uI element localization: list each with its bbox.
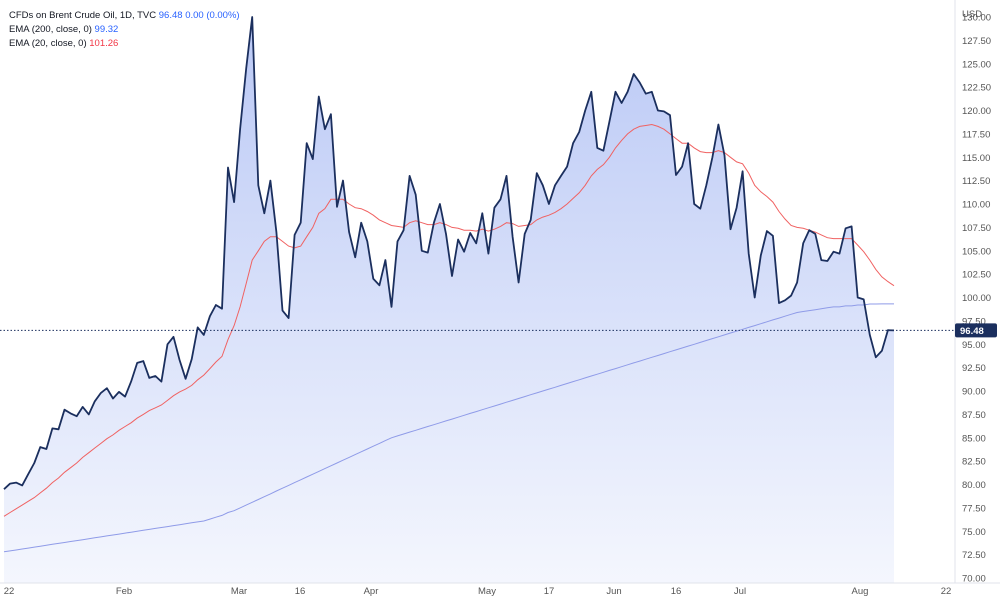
y-tick-label: 70.00	[962, 574, 986, 585]
y-tick-label: 115.00	[962, 153, 990, 164]
legend-row-main[interactable]: CFDs on Brent Crude Oil, 1D, TVC 96.48 0…	[9, 9, 240, 23]
x-tick-label: Jun	[606, 586, 621, 597]
x-tick-label: 17	[544, 586, 555, 597]
y-tick-label: 90.00	[962, 387, 986, 398]
price-axis[interactable]: 130.00 127.50 125.00 122.50 120.00 117.50 115.…	[962, 13, 991, 585]
x-tick-label: 22	[4, 586, 15, 597]
x-tick-label: May	[478, 586, 496, 597]
x-tick-label: 16	[295, 586, 306, 597]
symbol-change: 0.00 (0.00%)	[185, 10, 240, 21]
ema20-value: 101.26	[89, 38, 119, 49]
y-tick-label: 107.50	[962, 223, 991, 234]
x-tick-label: Aug	[852, 586, 869, 597]
y-tick-label: 102.50	[962, 270, 991, 281]
last-price-label: 96.48	[960, 326, 984, 337]
y-tick-label: 72.50	[962, 550, 986, 561]
y-tick-label: 122.50	[962, 83, 991, 94]
y-tick-label: 117.50	[962, 129, 990, 140]
x-tick-label: Apr	[364, 586, 379, 597]
ema200-value: 99.32	[94, 24, 119, 35]
y-tick-label: 77.50	[962, 503, 986, 514]
x-tick-label: Mar	[231, 586, 247, 597]
ema20-label: EMA (20, close, 0)	[9, 38, 87, 49]
chart-legend: CFDs on Brent Crude Oil, 1D, TVC 96.48 0…	[9, 9, 240, 51]
x-tick-label: Feb	[116, 586, 132, 597]
y-tick-label: 85.00	[962, 433, 986, 444]
y-tick-label: 80.00	[962, 480, 986, 491]
legend-row-ema20[interactable]: EMA (20, close, 0) 101.26	[9, 37, 240, 51]
x-tick-label: Jul	[734, 586, 746, 597]
ema200-label: EMA (200, close, 0)	[9, 24, 92, 35]
y-tick-label: 110.00	[962, 200, 990, 211]
currency-label: USD	[962, 9, 983, 20]
plot-area[interactable]	[0, 16, 955, 583]
y-tick-label: 75.00	[962, 527, 986, 538]
last-price-bg	[955, 323, 997, 338]
x-tick-label: 16	[671, 586, 682, 597]
y-tick-label: 112.50	[962, 176, 990, 187]
last-price-marker: 96.48	[955, 323, 997, 338]
y-tick-label: 87.50	[962, 410, 986, 421]
time-axis[interactable]: 22 Feb Mar 16 Apr May 17 Jun 16 Jul Aug 22	[4, 586, 952, 597]
legend-row-ema200[interactable]: EMA (200, close, 0) 99.32	[9, 23, 240, 37]
x-tick-label: 22	[941, 586, 952, 597]
y-tick-label: 92.50	[962, 363, 986, 374]
y-tick-label: 100.00	[962, 293, 991, 304]
y-tick-label: 130.00	[962, 13, 991, 24]
ema20-line	[3, 123, 895, 517]
y-tick-label: 120.00	[962, 106, 991, 117]
y-tick-label: 82.50	[962, 457, 986, 468]
symbol-label: CFDs on Brent Crude Oil, 1D, TVC	[9, 10, 157, 21]
ema200-line	[3, 303, 894, 553]
y-tick-label: 125.00	[962, 59, 991, 70]
y-tick-label: 105.00	[962, 246, 991, 257]
price-area-fill	[4, 17, 894, 583]
y-tick-label: 97.50	[962, 316, 986, 327]
symbol-value: 96.48	[158, 10, 183, 21]
y-tick-label: 95.00	[962, 340, 986, 351]
y-tick-label: 127.50	[962, 36, 991, 47]
price-line	[3, 16, 895, 490]
